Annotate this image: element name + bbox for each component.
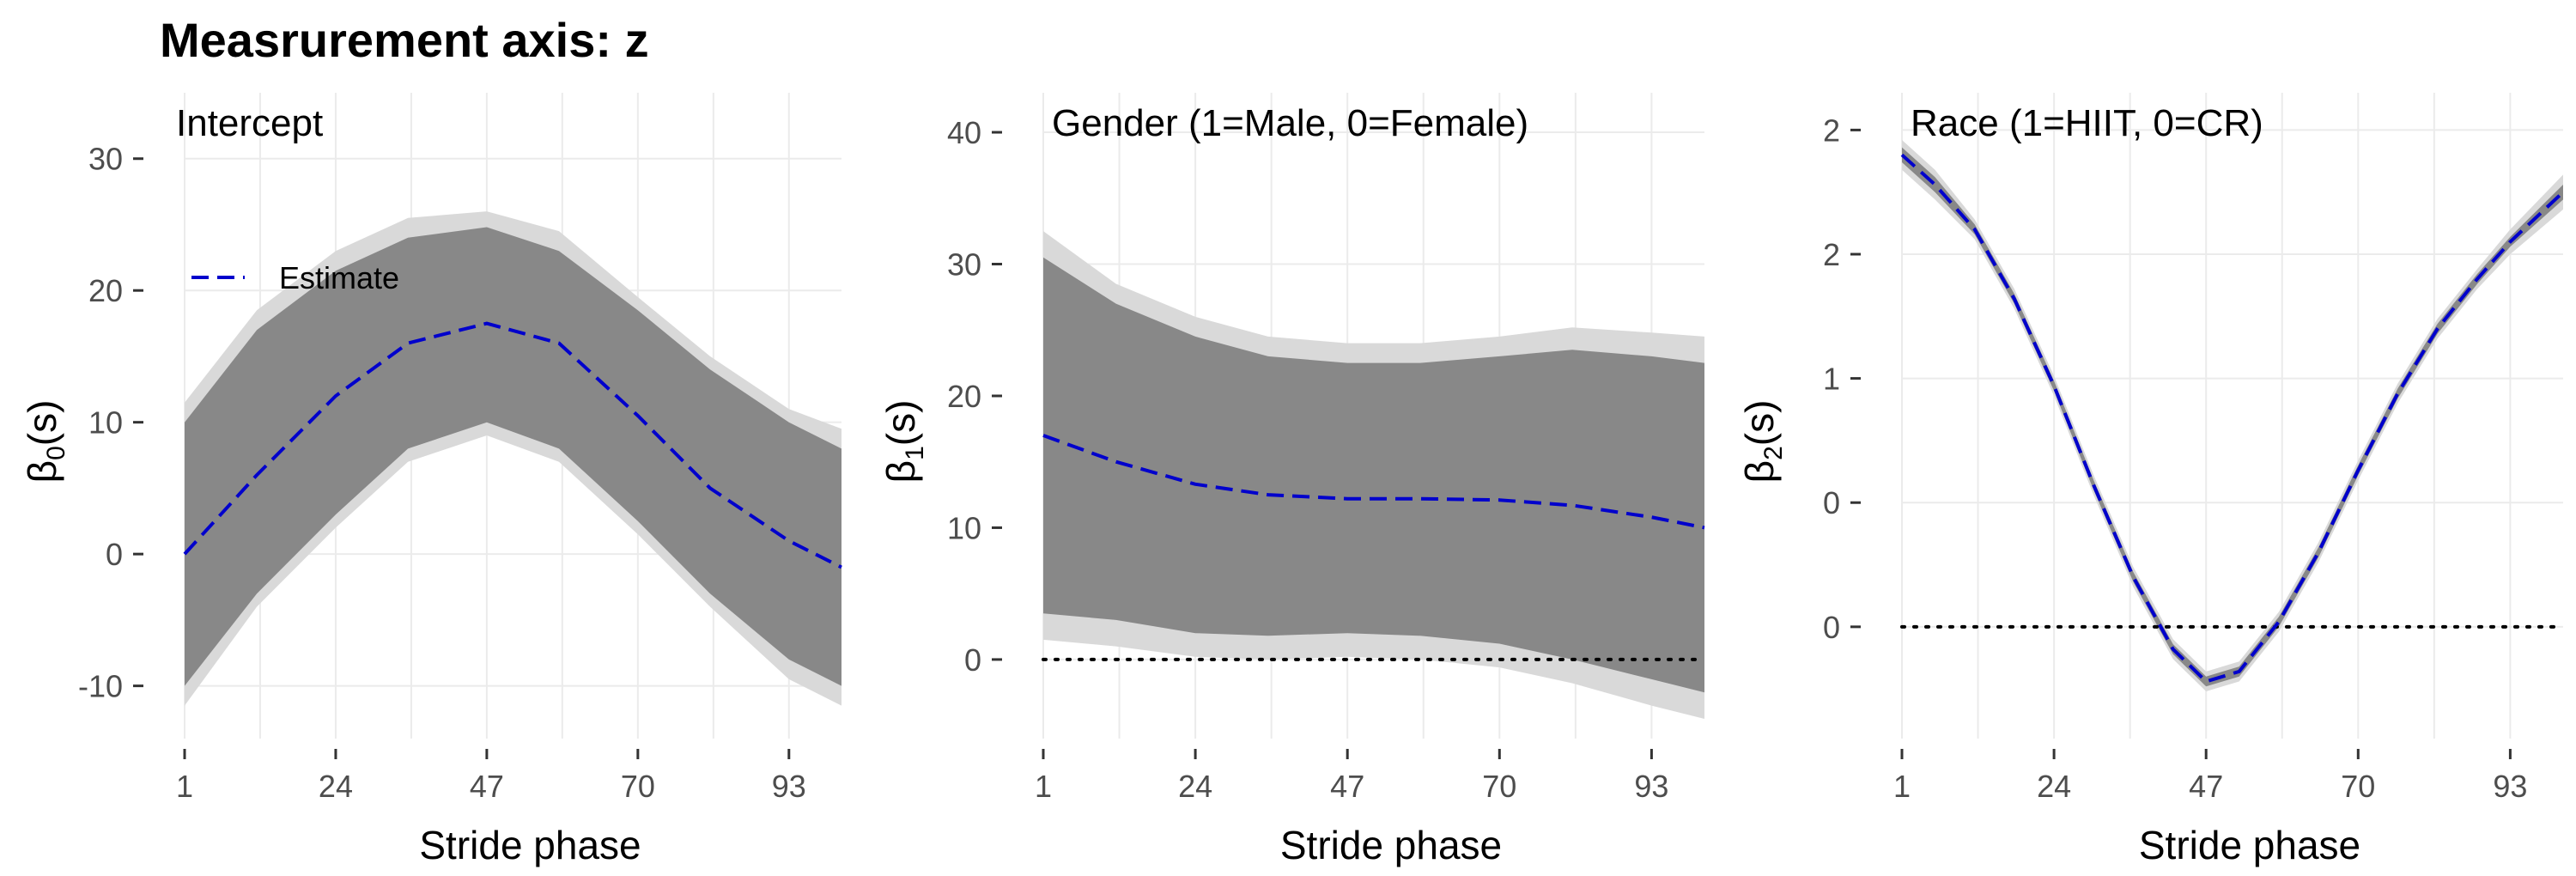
estimate-line	[1900, 153, 2565, 684]
x-axis-title: Stride phase	[1280, 823, 1502, 867]
y-axis-title: β0(s)	[20, 400, 70, 484]
y-tick-label: 30	[88, 142, 123, 177]
y-axis-title-suffix: (s)	[878, 400, 923, 447]
y-tick-label: 40	[947, 115, 981, 150]
y-tick-label: 20	[947, 379, 981, 414]
y-axis-title-suffix: (s)	[1737, 400, 1782, 447]
y-axis-title: β1(s)	[878, 400, 929, 484]
x-tick-label: 70	[1482, 769, 1516, 804]
x-tick-label: 24	[1178, 769, 1212, 804]
y-axis-title-subscript: 2	[1759, 446, 1788, 460]
panel-title: Intercept	[176, 102, 323, 144]
y-axis-title-subscript: 1	[901, 446, 929, 460]
y-tick-label: 2	[1823, 237, 1840, 272]
y-tick-label: 10	[88, 405, 123, 441]
x-tick-label: 47	[1330, 769, 1364, 804]
x-tick-label: 1	[176, 769, 193, 804]
chart-panel-1: 1 24 47 70 93 -10 0 10 20 30 Intercept Stride phase…	[20, 93, 842, 867]
inner-confidence-band	[1043, 257, 1704, 693]
x-tick-label: 1	[1035, 769, 1052, 804]
x-tick-label: 93	[2493, 769, 2527, 804]
figure-title: Measrurement axis: z	[160, 13, 649, 67]
y-axis-title: β2(s)	[1737, 400, 1788, 484]
x-tick-label: 47	[2189, 769, 2223, 804]
y-tick-label: 2	[1823, 113, 1840, 148]
outer-confidence-band	[1902, 140, 2563, 691]
x-tick-label: 93	[772, 769, 806, 804]
y-axis-title-suffix: (s)	[20, 400, 64, 447]
inner-confidence-band	[185, 227, 841, 686]
y-axis-title-symbol: β	[20, 460, 64, 483]
x-axis-title: Stride phase	[419, 823, 641, 867]
y-tick-label: 20	[88, 273, 123, 308]
y-tick-label: 30	[947, 247, 981, 283]
panel-title: Gender (1=Male, 0=Female)	[1052, 102, 1528, 144]
x-tick-label: 24	[2037, 769, 2071, 804]
y-axis-title-subscript: 0	[42, 446, 70, 460]
y-tick-label: 0	[1823, 610, 1840, 645]
x-tick-label: 70	[2341, 769, 2375, 804]
y-axis-title-symbol: β	[1737, 460, 1782, 483]
legend-label-estimate: Estimate	[279, 260, 399, 295]
estimate-line	[1042, 434, 1705, 530]
chart-panel-3: 1 24 47 70 93 0 0 1 2 2 Race (1=HIIT, 0=CR) Stride …	[1737, 93, 2565, 867]
y-tick-label: -10	[78, 669, 123, 704]
x-tick-label: 93	[1634, 769, 1668, 804]
legend: Estimate	[191, 260, 399, 295]
x-tick-label: 70	[621, 769, 655, 804]
y-axis-title-symbol: β	[878, 460, 923, 483]
panel-title: Race (1=HIIT, 0=CR)	[1911, 102, 2263, 144]
y-tick-label: 0	[964, 642, 981, 678]
x-tick-label: 24	[319, 769, 353, 804]
x-tick-label: 1	[1893, 769, 1911, 804]
y-tick-label: 1	[1823, 362, 1840, 397]
y-tick-label: 10	[947, 510, 981, 545]
chart-panel-2: 1 24 47 70 93 0 10 20 30 40 Gender (1=Male, 0=Fema…	[878, 93, 1706, 867]
y-tick-label: 0	[1823, 485, 1840, 520]
y-tick-label: 0	[106, 537, 123, 572]
inner-confidence-band	[1902, 147, 2563, 687]
x-axis-title: Stride phase	[2139, 823, 2360, 867]
estimate-line	[183, 321, 842, 569]
x-tick-label: 47	[470, 769, 504, 804]
grid	[1901, 93, 2563, 739]
